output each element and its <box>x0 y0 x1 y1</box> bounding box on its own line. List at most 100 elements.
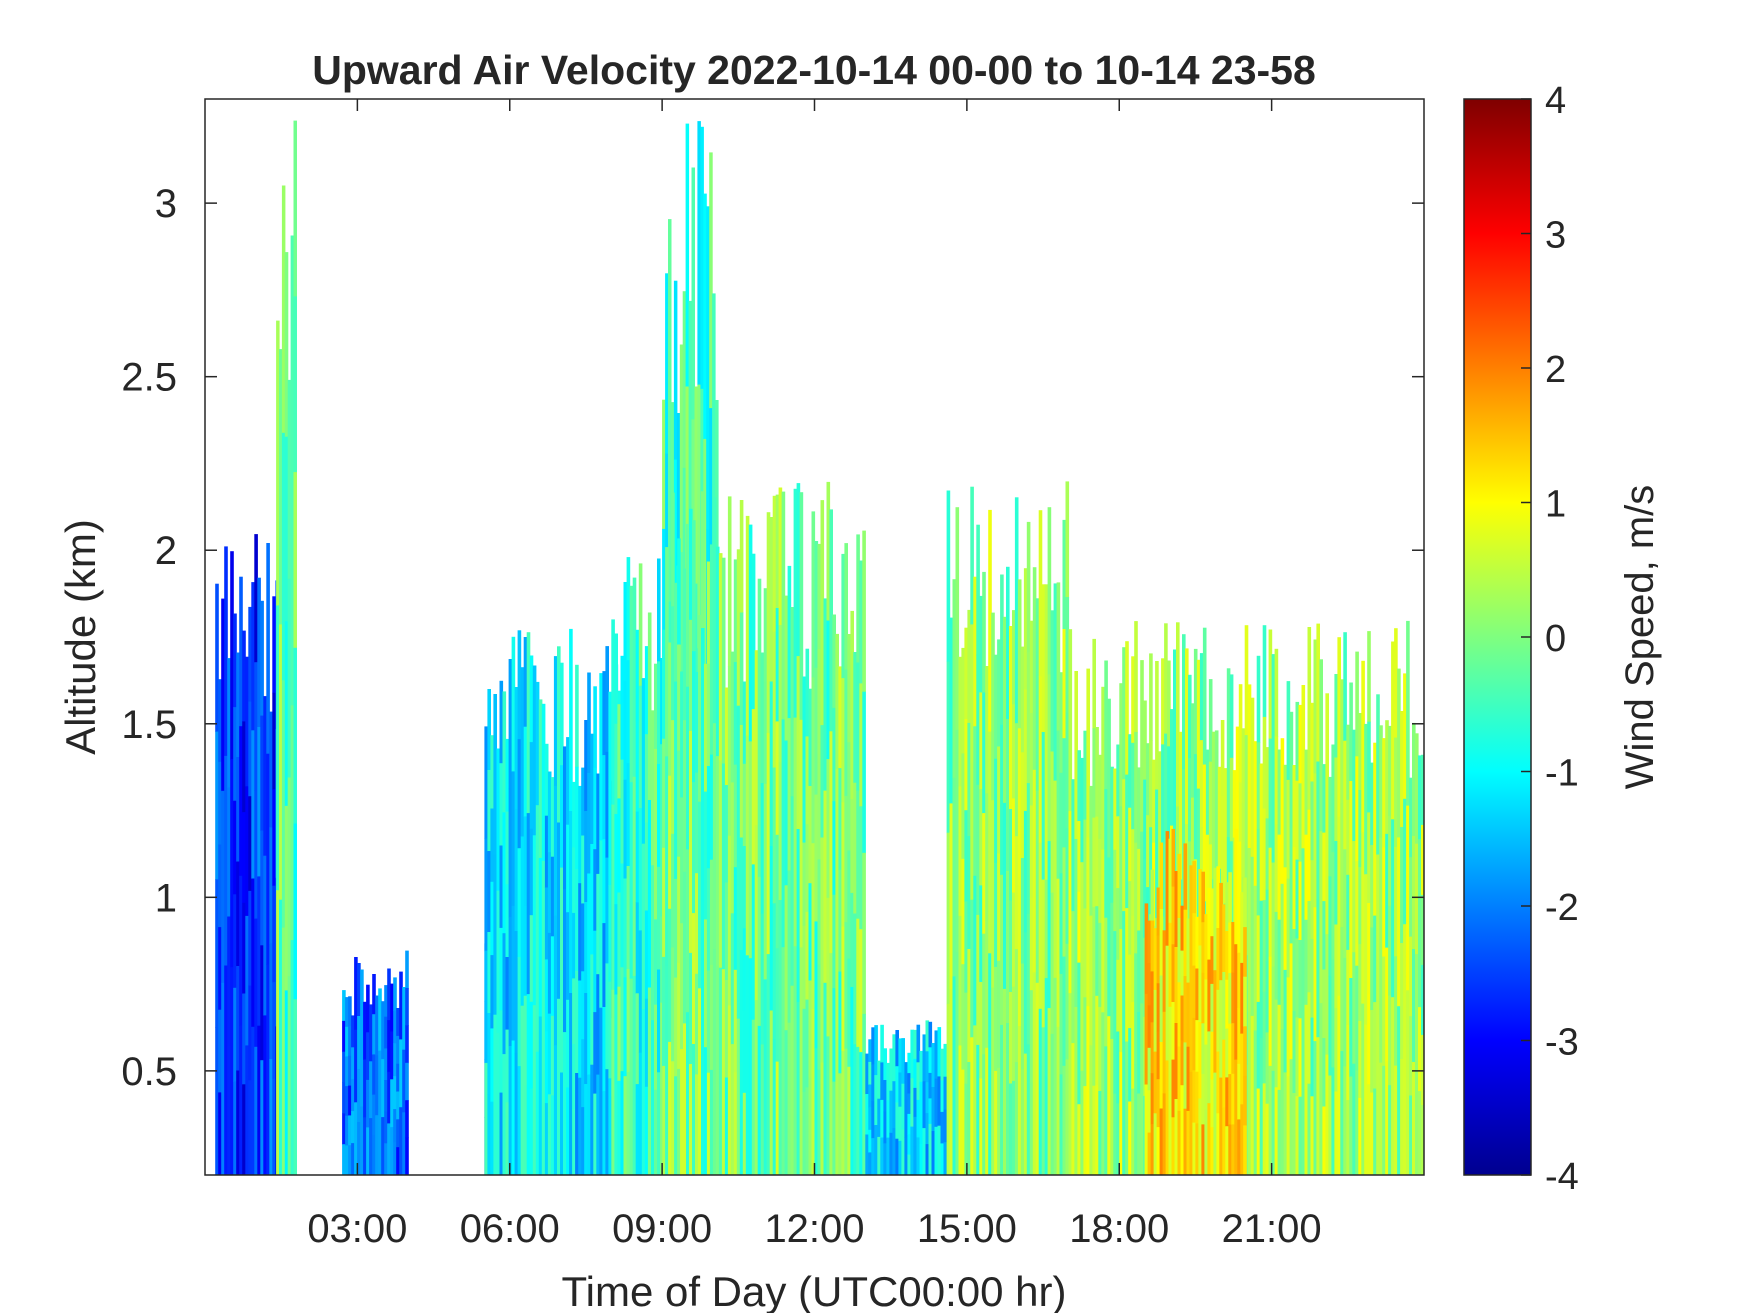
heatmap-cell <box>1313 1041 1318 1175</box>
heatmap-cell <box>760 783 765 915</box>
heatmap-cell <box>1304 749 1309 836</box>
heatmap-cell <box>1400 827 1404 944</box>
heatmap-cell <box>1232 770 1237 839</box>
heatmap-cell <box>695 772 699 874</box>
heatmap-cell <box>668 642 672 777</box>
heatmap-cell <box>1304 834 1309 921</box>
heatmap-cell <box>1205 834 1210 921</box>
heatmap-cell <box>487 1013 491 1095</box>
heatmap-cell <box>662 528 666 659</box>
heatmap-cell <box>1119 683 1123 807</box>
heatmap-cell <box>1376 1014 1380 1175</box>
heatmap-cell <box>916 1024 921 1063</box>
heatmap-cell <box>1198 1022 1202 1099</box>
heatmap-cell <box>1159 1042 1164 1109</box>
heatmap-cell <box>1164 623 1168 735</box>
heatmap-cell <box>689 508 693 621</box>
heatmap-cell <box>260 715 264 831</box>
heatmap-cell <box>1415 954 1419 1065</box>
heatmap-cell <box>1210 983 1214 1033</box>
heatmap-cell <box>1222 972 1226 1041</box>
heatmap-cell <box>578 980 582 1079</box>
heatmap-cell <box>1298 704 1303 784</box>
heatmap-cell <box>1289 943 1294 1060</box>
heatmap-cell <box>1029 897 1034 991</box>
heatmap-cell <box>847 634 851 743</box>
heatmap-cell <box>742 1010 747 1094</box>
heatmap-cell <box>704 919 708 1048</box>
heatmap-cell <box>739 950 744 1063</box>
heatmap-cell <box>402 1049 406 1113</box>
heatmap-cell <box>230 759 234 968</box>
heatmap-cell <box>1421 824 1424 896</box>
heatmap-cell <box>1131 742 1135 830</box>
heatmap-cell <box>1131 1002 1135 1089</box>
heatmap-cell <box>1017 728 1022 878</box>
heatmap-cell <box>706 970 711 1074</box>
heatmap-cell <box>1020 646 1025 753</box>
heatmap-cell <box>1313 639 1318 774</box>
heatmap-cell <box>1155 789 1159 919</box>
heatmap-cell <box>1310 1017 1315 1097</box>
heatmap-cell <box>982 1054 986 1175</box>
heatmap-cell <box>251 730 255 879</box>
y-tick-label: 1 <box>155 876 177 920</box>
heatmap-cell <box>1174 947 1179 1024</box>
heatmap-cell <box>1355 965 1359 1071</box>
heatmap-cell <box>348 1085 352 1116</box>
heatmap-cell <box>668 410 672 602</box>
heatmap-cell <box>550 1015 555 1096</box>
heatmap-cell <box>484 950 488 1064</box>
heatmap-cell <box>692 1044 696 1175</box>
heatmap-cell <box>689 1064 693 1175</box>
heatmap-cell <box>1134 1064 1138 1175</box>
heatmap-cell <box>272 692 276 790</box>
heatmap-cell <box>1343 1066 1347 1175</box>
heatmap-cell <box>584 1084 588 1175</box>
heatmap-cell <box>1322 764 1326 834</box>
heatmap-cell <box>1189 865 1194 969</box>
heatmap-cell <box>1107 857 1111 1017</box>
heatmap-cell <box>679 344 684 553</box>
heatmap-cell <box>1056 878 1061 1028</box>
heatmap-cell <box>1143 779 1147 860</box>
heatmap-cell <box>254 662 258 791</box>
heatmap-cell <box>745 955 750 1175</box>
heatmap-cell <box>1017 877 1022 1027</box>
heatmap-cell <box>1192 1017 1196 1071</box>
heatmap-cell <box>242 630 246 722</box>
heatmap-cell <box>1319 659 1323 832</box>
heatmap-cell <box>1038 842 1043 1010</box>
heatmap-cell <box>775 494 780 609</box>
heatmap-cell <box>1144 993 1149 1085</box>
heatmap-cell <box>913 1146 917 1175</box>
heatmap-cell <box>1238 782 1243 882</box>
heatmap-cell <box>1208 679 1213 763</box>
heatmap-cell <box>1210 1031 1214 1080</box>
heatmap-cell <box>617 704 621 799</box>
heatmap-cell <box>1009 626 1013 718</box>
heatmap-cell <box>1241 802 1246 878</box>
heatmap-cell <box>523 995 528 1086</box>
heatmap-cell <box>862 852 866 1015</box>
heatmap-cell <box>1316 623 1320 762</box>
heatmap-cell <box>1210 1079 1214 1128</box>
heatmap-cell <box>526 813 531 995</box>
heatmap-cell <box>1171 1117 1176 1175</box>
heatmap-cell <box>686 849 690 1013</box>
heatmap-cell <box>587 672 591 774</box>
heatmap-cell <box>1262 1083 1267 1175</box>
heatmap-cell <box>1156 983 1161 1032</box>
heatmap-cell <box>605 963 609 1070</box>
heatmap-cell <box>523 1085 528 1175</box>
heatmap-cell <box>883 1143 887 1175</box>
heatmap-cell <box>814 921 819 1049</box>
heatmap-cell <box>1340 679 1344 804</box>
heatmap-cell <box>1277 749 1282 836</box>
heatmap-cell <box>766 733 771 955</box>
heatmap-cell <box>1014 836 1019 950</box>
heatmap-cell <box>293 647 297 824</box>
heatmap-cell <box>1098 838 1102 924</box>
heatmap-cell <box>1364 723 1368 875</box>
heatmap-cell <box>742 928 747 1011</box>
